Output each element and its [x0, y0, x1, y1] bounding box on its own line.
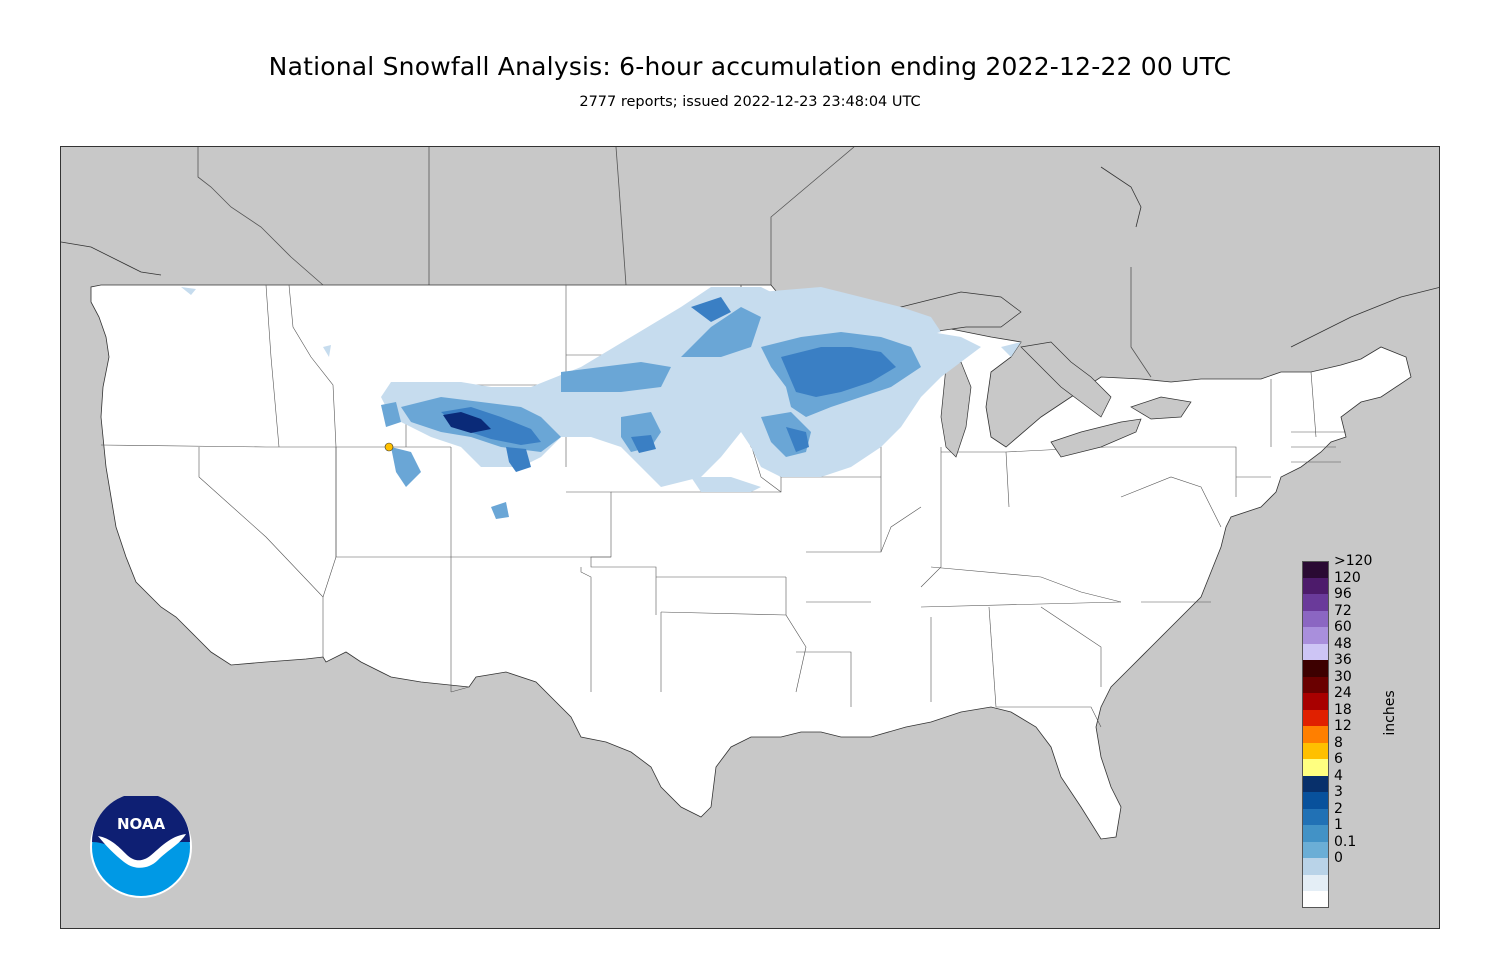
legend-row: 0: [1302, 851, 1422, 875]
legend-swatch: [1302, 610, 1329, 627]
legend-label: 4: [1334, 767, 1343, 784]
noaa-logo-text: NOAA: [117, 815, 166, 833]
legend-row: 6: [1302, 752, 1422, 776]
colorbar-legend: >120 120 96 72 60 48 36 30 24 18 12 8 6 4 3 2 1 0.1 0: [1302, 554, 1442, 908]
legend-row: 1: [1302, 818, 1422, 842]
legend-row: [1302, 891, 1422, 908]
legend-row: 2: [1302, 802, 1422, 825]
legend-row: 36: [1302, 653, 1422, 677]
legend-row: 3: [1302, 785, 1422, 809]
legend-row: 30: [1302, 670, 1422, 693]
legend-units: inches: [1382, 690, 1398, 736]
legend-label: 24: [1334, 685, 1352, 701]
legend-swatch: [1302, 808, 1329, 825]
snowfall-map: [60, 146, 1440, 929]
legend-label: 96: [1334, 586, 1352, 602]
legend-swatch: [1302, 693, 1329, 710]
legend-swatch: [1302, 759, 1329, 776]
legend-label: 30: [1334, 668, 1352, 685]
legend-swatch: [1302, 594, 1329, 611]
legend-row: 120: [1302, 571, 1422, 594]
legend-label: 12: [1334, 718, 1352, 734]
legend-row: 0.1: [1302, 835, 1422, 858]
legend-swatch: [1302, 874, 1329, 891]
legend-row: 12: [1302, 719, 1422, 743]
legend-label: 1: [1334, 817, 1343, 833]
legend-row: 48: [1302, 637, 1422, 660]
legend-swatch: [1302, 561, 1329, 578]
legend-label: 6: [1334, 751, 1343, 767]
legend-swatch: [1302, 643, 1329, 660]
legend-label: 48: [1334, 635, 1352, 652]
legend-swatch: [1302, 577, 1329, 594]
canada-provinces: [197, 147, 1152, 378]
legend-label: 0.1: [1334, 833, 1357, 850]
map-subtitle: 2777 reports; issued 2022-12-23 23:48:04…: [579, 94, 921, 110]
legend-label: 0: [1334, 850, 1343, 866]
legend-swatch: [1302, 891, 1329, 908]
legend-swatch: [1302, 627, 1329, 644]
legend-swatch: [1302, 676, 1329, 693]
legend-row: >120: [1302, 554, 1422, 578]
legend-swatch: [1302, 742, 1329, 759]
legend-row: 60: [1302, 620, 1422, 644]
legend-swatch: [1302, 841, 1329, 858]
legend-label: 60: [1334, 619, 1352, 635]
legend-swatch: [1302, 858, 1329, 875]
map-canvas: [61, 147, 1439, 840]
legend-label: 18: [1334, 701, 1352, 718]
legend-label: 72: [1334, 602, 1352, 619]
legend-label: 3: [1334, 784, 1343, 800]
legend-swatch: [1302, 660, 1329, 677]
map-title: National Snowfall Analysis: 6-hour accum…: [268, 52, 1232, 81]
snow-max-band: [443, 412, 491, 433]
legend-label: >120: [1334, 553, 1373, 569]
legend-row: 18: [1302, 703, 1422, 726]
legend-label: 120: [1334, 569, 1361, 586]
legend-label: 8: [1334, 734, 1343, 751]
legend-row: 4: [1302, 769, 1422, 792]
legend-label: 36: [1334, 652, 1352, 668]
legend-swatch: [1302, 775, 1329, 792]
legend-row: [1302, 874, 1422, 891]
legend-swatch: [1302, 709, 1329, 726]
legend-swatch: [1302, 726, 1329, 743]
noaa-logo: NOAA: [90, 793, 192, 898]
legend-label: 2: [1334, 800, 1343, 817]
legend-row: 72: [1302, 604, 1422, 627]
legend-row: 24: [1302, 686, 1422, 710]
legend-swatch: [1302, 825, 1329, 842]
snow-max-point: [384, 442, 394, 452]
legend-swatch: [1302, 792, 1329, 809]
legend-row: 8: [1302, 736, 1422, 759]
legend-row: 96: [1302, 587, 1422, 611]
